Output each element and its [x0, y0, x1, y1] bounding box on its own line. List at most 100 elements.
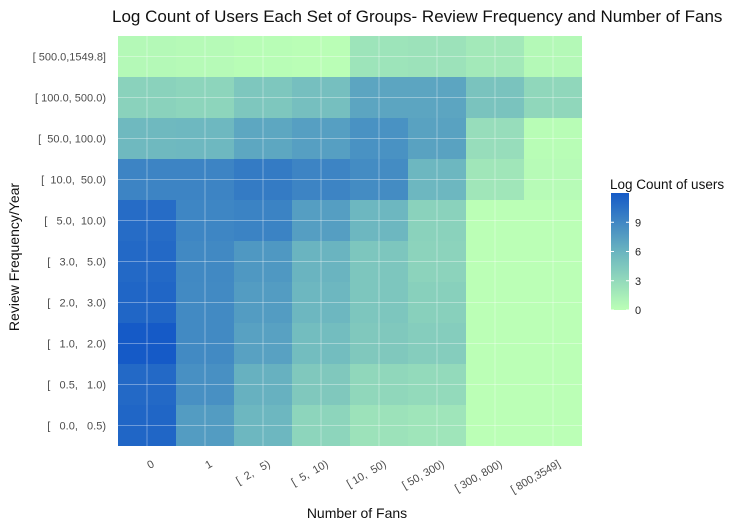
- heatmap-cell: [524, 405, 582, 446]
- heatmap-cell: [234, 323, 292, 364]
- heatmap-cell: [350, 159, 408, 200]
- heatmap-cell: [118, 200, 176, 241]
- legend-colorbar: [611, 193, 629, 310]
- heatmap-cell: [292, 364, 350, 405]
- heatmap-cell: [292, 282, 350, 323]
- heatmap-cell: [292, 118, 350, 159]
- heatmap-cell: [118, 77, 176, 118]
- heatmap-cells: [118, 36, 582, 446]
- heatmap-cell: [118, 364, 176, 405]
- heatmap-cell: [408, 159, 466, 200]
- heatmap-cell: [234, 405, 292, 446]
- y-axis-title: Review Frequency/Year: [6, 183, 22, 331]
- heatmap-cell: [234, 118, 292, 159]
- heatmap-cell: [234, 364, 292, 405]
- heatmap-cell: [292, 200, 350, 241]
- heatmap-cell: [350, 241, 408, 282]
- heatmap-cell: [234, 36, 292, 77]
- y-tick-label: [ 1.0, 2.0): [47, 339, 106, 351]
- x-tick-label: [ 50, 300): [400, 458, 446, 492]
- x-tick-label: [ 2, 5): [234, 458, 272, 487]
- x-axis-ticks: 0 1 [ 2, 5) [ 5, 10) [ 10, 50) [ 50, 300)[ 30…: [145, 458, 562, 496]
- heatmap-cell: [176, 323, 234, 364]
- heatmap-cell: [466, 364, 524, 405]
- y-tick-label: [ 0.0, 0.5): [47, 421, 106, 433]
- heatmap-cell: [524, 118, 582, 159]
- y-tick-label: [ 0.5, 1.0): [47, 380, 106, 392]
- heatmap-cell: [524, 323, 582, 364]
- x-tick-label: [ 800,3549]: [509, 458, 563, 496]
- heatmap-cell: [524, 200, 582, 241]
- heatmap-cell: [234, 200, 292, 241]
- heatmap-cell: [408, 200, 466, 241]
- y-tick-label: [ 10.0, 50.0): [41, 175, 106, 187]
- heatmap-cell: [118, 405, 176, 446]
- heatmap-cell: [176, 364, 234, 405]
- legend-tick-label: 9: [635, 217, 641, 229]
- heatmap-cell: [466, 77, 524, 118]
- heatmap-cell: [292, 77, 350, 118]
- color-legend: Log Count of users 0 3 6 9: [610, 177, 724, 317]
- heatmap-cell: [176, 241, 234, 282]
- heatmap-cell: [176, 200, 234, 241]
- heatmap-cell: [350, 77, 408, 118]
- heatmap-cell: [408, 77, 466, 118]
- heatmap-cell: [408, 282, 466, 323]
- heatmap-cell: [350, 323, 408, 364]
- heatmap-cell: [466, 200, 524, 241]
- x-tick-label: 0: [145, 458, 156, 471]
- heatmap-cell: [408, 323, 466, 364]
- x-tick-label: [ 5, 10): [290, 458, 331, 489]
- heatmap-cell: [292, 36, 350, 77]
- heatmap-cell: [350, 405, 408, 446]
- heatmap-gridlines: [118, 36, 582, 446]
- y-tick-label: [ 3.0, 5.0): [47, 257, 106, 269]
- heatmap-cell: [176, 159, 234, 200]
- heatmap-cell: [524, 282, 582, 323]
- heatmap-cell: [118, 241, 176, 282]
- x-tick-label: [ 10, 50): [345, 458, 389, 490]
- heatmap-cell: [466, 405, 524, 446]
- x-tick-label: 1: [203, 458, 214, 471]
- heatmap-cell: [466, 282, 524, 323]
- heatmap-cell: [350, 36, 408, 77]
- heatmap-cell: [176, 282, 234, 323]
- legend-tick-label: 6: [635, 247, 641, 259]
- x-axis-title: Number of Fans: [307, 505, 407, 521]
- heatmap-cell: [176, 36, 234, 77]
- heatmap-cell: [408, 36, 466, 77]
- heatmap-cell: [524, 159, 582, 200]
- chart-title: Log Count of Users Each Set of Groups- R…: [112, 7, 722, 26]
- y-tick-label: [ 50.0, 100.0): [38, 134, 106, 146]
- heatmap-cell: [350, 200, 408, 241]
- heatmap-cell: [524, 241, 582, 282]
- y-tick-label: [ 5.0, 10.0): [44, 216, 106, 228]
- heatmap-cell: [234, 241, 292, 282]
- y-axis-ticks: [ 0.0, 0.5) [ 0.5, 1.0) [ 1.0, 2.0) [ 2.0, …: [33, 52, 106, 433]
- heatmap-cell: [408, 118, 466, 159]
- legend-ticks: 0 3 6 9: [611, 217, 641, 317]
- heatmap-cell: [350, 364, 408, 405]
- heatmap-cell: [292, 323, 350, 364]
- y-tick-label: [ 2.0, 3.0): [47, 298, 106, 310]
- heatmap-cell: [234, 282, 292, 323]
- heatmap-cell: [234, 77, 292, 118]
- heatmap-cell: [292, 241, 350, 282]
- legend-title: Log Count of users: [610, 177, 724, 192]
- heatmap-cell: [118, 323, 176, 364]
- y-tick-label: [ 500.0,1549.8]: [33, 52, 106, 64]
- heatmap-cell: [466, 159, 524, 200]
- heatmap-cell: [408, 405, 466, 446]
- heatmap-cell: [466, 241, 524, 282]
- heatmap-cell: [118, 159, 176, 200]
- heatmap-cell: [176, 405, 234, 446]
- heatmap-cell: [466, 36, 524, 77]
- heatmap-cell: [524, 364, 582, 405]
- heatmap-cell: [118, 118, 176, 159]
- heatmap-cell: [292, 405, 350, 446]
- legend-tick-label: 3: [635, 276, 641, 288]
- heatmap-cell: [466, 323, 524, 364]
- heatmap-cell: [118, 36, 176, 77]
- x-tick-label: [ 300, 800): [453, 458, 505, 495]
